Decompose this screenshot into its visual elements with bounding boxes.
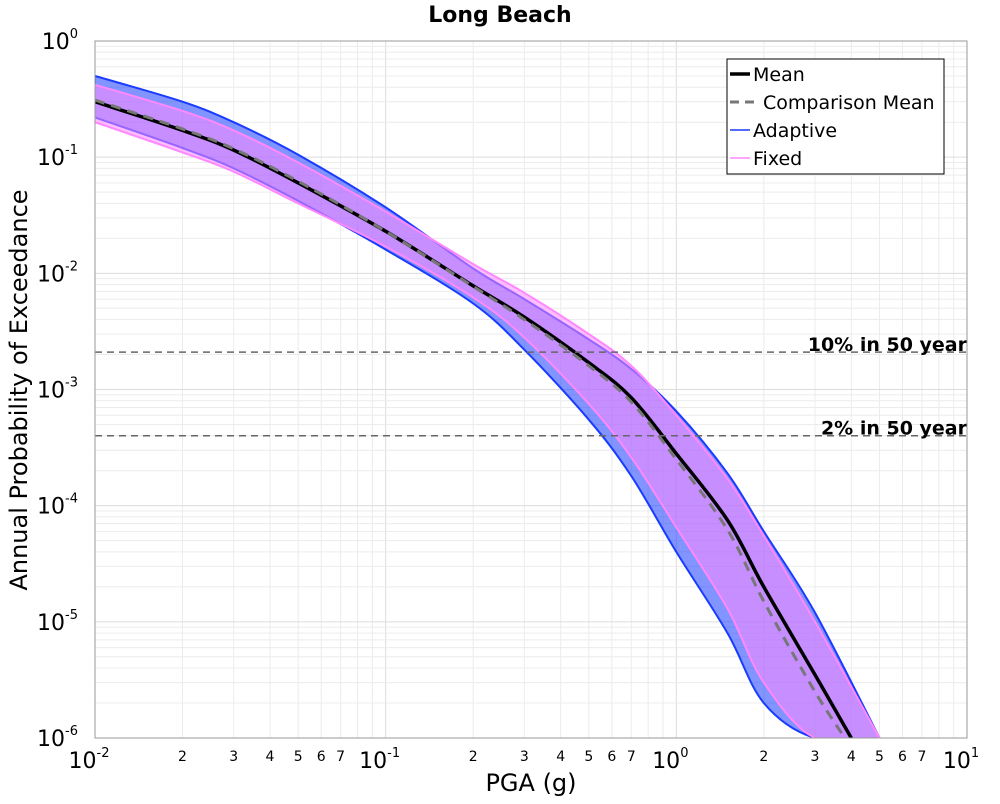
x-minor-tick-label: 7 (918, 749, 927, 765)
x-tick-label: 10-1 (359, 746, 400, 774)
x-minor-tick-label: 4 (847, 749, 856, 765)
series-fixed-upper-edge (95, 83, 881, 738)
y-tick-label: 100 (42, 27, 78, 55)
y-tick-label: 10-3 (37, 376, 78, 404)
chart-title: Long Beach (428, 3, 571, 28)
legend-box (726, 58, 945, 175)
x-minor-tick-label: 6 (317, 749, 326, 765)
x-tick-label: 10-2 (69, 746, 110, 774)
x-minor-tick-label: 5 (875, 749, 884, 765)
x-minor-tick-label: 2 (469, 749, 478, 765)
series-comparison-mean-line (95, 98, 847, 738)
reference-line-label: 2% in 50 year (821, 418, 968, 440)
y-axis-label: Annual Probability of Exceedance (5, 189, 33, 590)
reference-lines-layer: 10% in 50 year 2% in 50 year (95, 334, 968, 440)
x-minor-tick-label: 2 (178, 749, 187, 765)
reference-line-label: 10% in 50 year (808, 334, 968, 356)
x-minor-tick-label: 4 (556, 749, 565, 765)
legend-item-label: Comparison Mean (763, 92, 935, 114)
x-minor-tick-label: 7 (336, 749, 345, 765)
plot-frame (94, 40, 968, 739)
legend: Mean Comparison Mean Adaptive Fixed (726, 58, 945, 175)
x-minor-tick-label: 3 (229, 749, 238, 765)
x-minor-tick-label: 5 (294, 749, 303, 765)
x-minor-tick-label: 5 (584, 749, 593, 765)
x-minor-tick-label: 6 (607, 749, 616, 765)
x-axis-label: PGA (g) (485, 769, 576, 797)
y-tick-label: 10-4 (37, 492, 78, 520)
series-fixed-lower-edge (95, 121, 880, 738)
legend-item-label: Mean (753, 64, 805, 86)
x-minor-tick-label: 2 (759, 749, 768, 765)
x-minor-tick-label: 4 (266, 749, 275, 765)
y-tick-label: 10-5 (37, 608, 78, 636)
x-minor-tick-label: 6 (898, 749, 907, 765)
x-minor-tick-label: 7 (627, 749, 636, 765)
y-tick-label: 10-2 (37, 259, 78, 287)
legend-item-label: Adaptive (753, 120, 837, 142)
x-minor-tick-label: 3 (520, 749, 529, 765)
y-tick-label: 10-6 (37, 724, 78, 752)
x-tick-label: 101 (943, 746, 979, 774)
x-tick-label: 100 (652, 746, 688, 774)
x-minor-tick-label: 3 (811, 749, 820, 765)
mean-lines-layer (95, 98, 853, 738)
y-tick-label: 10-1 (37, 143, 78, 171)
legend-item-label: Fixed (753, 148, 802, 170)
